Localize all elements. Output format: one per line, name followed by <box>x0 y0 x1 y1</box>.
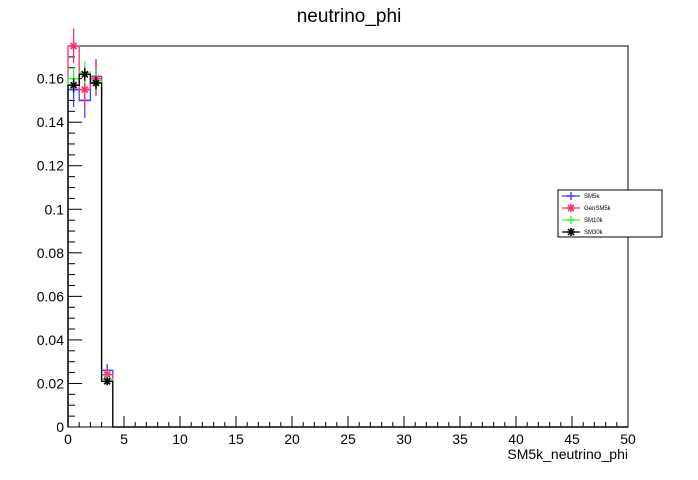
y-tick-label: 0.16 <box>37 71 64 87</box>
data-marker <box>69 42 78 50</box>
series-line <box>67 71 628 428</box>
legend: SM5k GenSM5k SM10k SM30k <box>557 189 663 238</box>
legend-box <box>557 189 663 238</box>
plot-frame <box>67 45 629 428</box>
data-marker <box>80 70 89 79</box>
x-tick-label: 25 <box>340 431 356 447</box>
y-tick-label: 0.14 <box>37 114 64 130</box>
series-line <box>67 45 628 428</box>
legend-entry-SM30k: SM30k <box>562 228 604 236</box>
chart-title: neutrino_phi <box>297 6 402 27</box>
data-marker <box>567 204 575 212</box>
legend-entry-SM5k: SM5k <box>562 192 600 200</box>
data-marker <box>103 377 112 386</box>
data-marker <box>567 228 575 236</box>
legend-label: SM10k <box>584 218 604 224</box>
x-tick-label: 0 <box>64 431 72 447</box>
x-tick-label: 5 <box>120 431 128 447</box>
y-tick-label: 0.04 <box>37 332 64 348</box>
legend-label: SM30k <box>584 230 604 236</box>
x-axis-label: SM5k_neutrino_phi <box>507 446 628 462</box>
data-marker <box>567 192 575 200</box>
y-tick-label: 0.1 <box>45 201 65 217</box>
x-tick-label: 50 <box>620 431 636 447</box>
series-SM30k <box>67 67 628 428</box>
legend-label: GenSM5k <box>584 206 612 212</box>
legend-label: SM5k <box>584 194 600 200</box>
data-marker <box>80 85 89 94</box>
series-SM10k <box>67 61 628 428</box>
x-tick-label: 20 <box>284 431 300 447</box>
x-tick-label: 45 <box>564 431 580 447</box>
x-tick-label: 10 <box>172 431 188 447</box>
y-tick-label: 0 <box>56 419 64 435</box>
data-marker <box>69 81 78 90</box>
series-SM5k <box>67 59 628 428</box>
legend-entry-GenSM5k: GenSM5k <box>562 204 612 212</box>
x-tick-label: 15 <box>228 431 244 447</box>
x-tick-label: 35 <box>452 431 468 447</box>
series-line <box>67 73 628 428</box>
axes: 0 5 10 15 20 25 30 35 40 45 50 0 0.02 0.04 0.06 0.08 0.1… <box>37 56 636 447</box>
data-marker <box>92 79 100 88</box>
data-marker <box>567 216 575 224</box>
x-tick-label: 30 <box>396 431 412 447</box>
series-line <box>67 75 628 428</box>
y-tick-label: 0.06 <box>37 288 64 304</box>
series-layer <box>67 28 628 428</box>
x-tick-label: 40 <box>508 431 524 447</box>
series-GenSM5k <box>67 28 628 428</box>
legend-entry-SM10k: SM10k <box>562 216 604 224</box>
y-tick-label: 0.08 <box>37 245 64 261</box>
y-tick-label: 0.12 <box>37 158 64 174</box>
y-tick-label: 0.02 <box>37 375 64 391</box>
